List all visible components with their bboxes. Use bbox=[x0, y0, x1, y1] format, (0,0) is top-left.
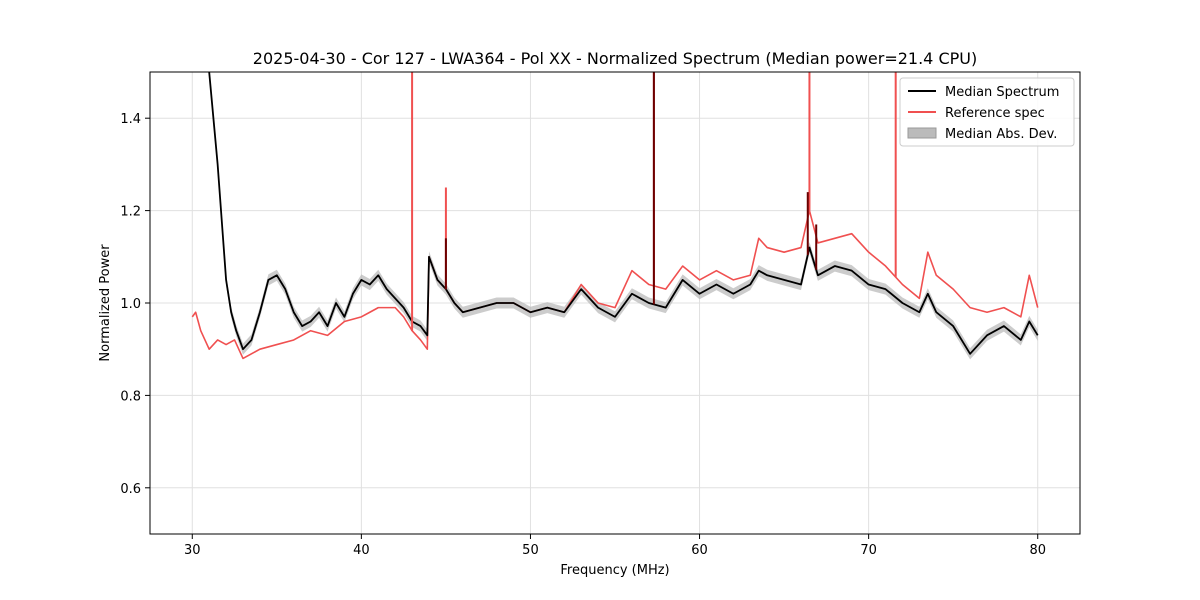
x-tick-label: 40 bbox=[353, 543, 370, 558]
x-axis: 30 40 50 60 70 80 bbox=[184, 534, 1046, 558]
legend-label: Reference spec bbox=[945, 106, 1045, 121]
y-tick-label: 1.0 bbox=[120, 297, 141, 312]
x-tick-label: 60 bbox=[691, 543, 708, 558]
y-axis-label: Normalized Power bbox=[98, 244, 113, 362]
legend-label: Median Abs. Dev. bbox=[945, 127, 1057, 142]
x-tick-label: 50 bbox=[522, 543, 539, 558]
x-axis-label: Frequency (MHz) bbox=[560, 563, 669, 578]
reference-spec-line bbox=[191, 209, 1039, 360]
mad-band-area bbox=[209, 72, 1038, 360]
chart-title: 2025-04-30 - Cor 127 - LWA364 - Pol XX -… bbox=[253, 49, 977, 68]
legend: Median Spectrum Reference spec Median Abs.… bbox=[899, 77, 1075, 147]
legend-band-swatch bbox=[907, 127, 937, 139]
x-tick-label: 80 bbox=[1029, 543, 1046, 558]
y-tick-label: 0.8 bbox=[120, 389, 141, 404]
legend-label: Median Spectrum bbox=[945, 85, 1059, 100]
series-layer bbox=[191, 71, 1039, 360]
legend-box bbox=[899, 77, 1075, 147]
y-tick-label: 1.2 bbox=[120, 205, 141, 220]
y-tick-label: 1.4 bbox=[120, 112, 141, 127]
median-spectrum-line bbox=[208, 71, 1039, 355]
x-tick-label: 30 bbox=[184, 543, 201, 558]
mad-band bbox=[209, 72, 1038, 360]
x-tick-label: 70 bbox=[860, 543, 877, 558]
y-axis: 0.6 0.8 1.0 1.2 1.4 bbox=[120, 112, 150, 497]
y-tick-label: 0.6 bbox=[120, 482, 141, 497]
